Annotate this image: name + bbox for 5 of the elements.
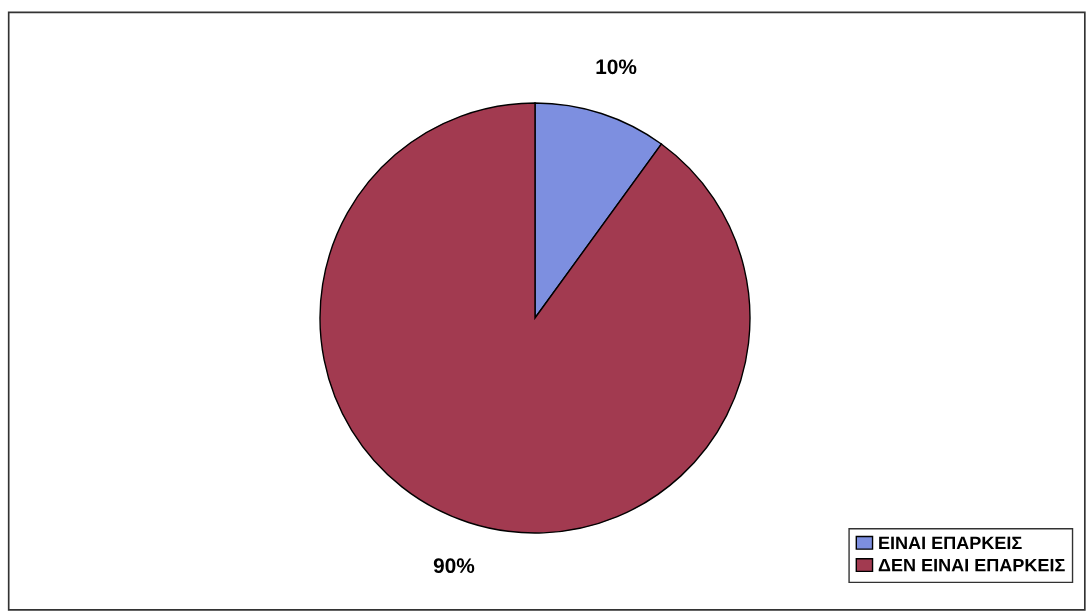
data-label: 90% [433,558,475,574]
pie-slice [319,102,751,534]
legend-label: ΕΙΝΑΙ ΕΠΑΡΚΕΙΣ [879,536,1022,550]
legend-label: ΔΕΝ ΕΙΝΑΙ ΕΠΑΡΚΕΙΣ [878,558,1065,572]
data-label: 10% [596,59,637,75]
